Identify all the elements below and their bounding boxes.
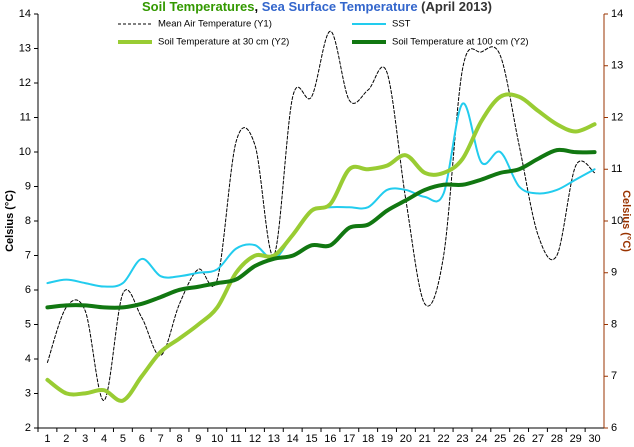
- title-part: ,: [254, 0, 261, 14]
- x-tick-label: 30: [588, 433, 600, 445]
- y2-tick-label: 11: [611, 163, 622, 175]
- y-tick-label: 2: [25, 422, 31, 434]
- x-tick-label: 26: [513, 433, 525, 445]
- x-tick-label: 2: [63, 433, 69, 445]
- y-tick-label: 8: [25, 215, 31, 227]
- y-tick-label: 3: [25, 387, 31, 399]
- x-tick-label: 15: [305, 433, 317, 445]
- x-tick-label: 1: [44, 433, 50, 445]
- chart-title: Soil Temperatures, Sea Surface Temperatu…: [142, 0, 492, 14]
- x-tick-label: 28: [551, 433, 563, 445]
- y-tick-label: 9: [25, 180, 31, 192]
- title-part: (April 2013): [418, 0, 492, 14]
- y2-tick-label: 13: [611, 60, 623, 72]
- x-tick-label: 25: [494, 433, 506, 445]
- x-tick-label: 14: [287, 433, 299, 445]
- x-tick-label: 8: [176, 433, 182, 445]
- x-tick-label: 22: [438, 433, 450, 445]
- x-tick-label: 13: [268, 433, 280, 445]
- y-axis-title: Celsius (°C): [4, 190, 16, 252]
- x-tick-label: 27: [532, 433, 544, 445]
- y2-tick-label: 14: [611, 8, 623, 20]
- x-tick-label: 6: [139, 433, 145, 445]
- y2-tick-label: 7: [611, 370, 617, 382]
- x-tick-label: 21: [419, 433, 431, 445]
- series-line: [45, 92, 597, 403]
- y2-tick-label: 12: [611, 111, 623, 123]
- y-tick-label: 6: [25, 284, 31, 296]
- x-tick-label: 17: [343, 433, 355, 445]
- legend-label: SST: [392, 19, 411, 30]
- series-line: [45, 147, 597, 310]
- legend-label: Soil Temperature at 100 cm (Y2): [392, 37, 529, 48]
- title-part: Sea Surface Temperature: [262, 0, 418, 14]
- x-tick-label: 16: [324, 433, 336, 445]
- y-tick-label: 7: [25, 249, 31, 261]
- y-tick-label: 10: [19, 146, 31, 158]
- x-tick-label: 7: [158, 433, 164, 445]
- x-tick-label: 20: [400, 433, 412, 445]
- y2-tick-label: 8: [611, 318, 617, 330]
- x-tick-label: 3: [82, 433, 88, 445]
- legend-label: Mean Air Temperature (Y1): [158, 19, 272, 30]
- y-tick-label: 5: [25, 318, 31, 330]
- x-tick-label: 9: [195, 433, 201, 445]
- y2-tick-label: 10: [611, 215, 623, 227]
- x-tick-label: 24: [475, 433, 487, 445]
- y-tick-label: 12: [19, 77, 31, 89]
- y-tick-label: 14: [19, 8, 31, 20]
- series-line: [46, 102, 596, 288]
- x-tick-label: 10: [211, 433, 223, 445]
- y2-tick-label: 6: [611, 422, 617, 434]
- x-tick-label: 4: [101, 433, 107, 445]
- x-tick-label: 12: [249, 433, 261, 445]
- y-tick-label: 4: [25, 353, 31, 365]
- x-tick-label: 11: [230, 433, 241, 445]
- y-tick-label: 13: [19, 42, 31, 54]
- y2-tick-label: 9: [611, 267, 617, 279]
- x-tick-label: 19: [381, 433, 393, 445]
- series-line: [46, 30, 596, 401]
- x-tick-label: 18: [362, 433, 374, 445]
- x-tick-label: 5: [120, 433, 126, 445]
- title-part: Soil Temperatures: [142, 0, 254, 14]
- legend-label: Soil Temperature at 30 cm (Y2): [158, 37, 289, 48]
- y-tick-label: 11: [20, 111, 31, 123]
- x-tick-label: 29: [570, 433, 582, 445]
- x-tick-label: 23: [456, 433, 468, 445]
- y2-axis-title: Celsius (°C): [620, 190, 632, 252]
